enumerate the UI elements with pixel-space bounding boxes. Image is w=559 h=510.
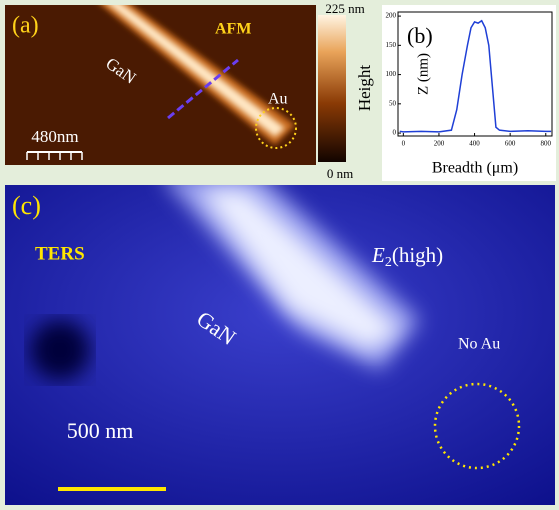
x-tick-label: 600 (505, 140, 516, 148)
marker-label: Au (268, 91, 288, 108)
peak-subscript: 2 (385, 255, 392, 270)
panel-label: (a) (12, 13, 39, 39)
x-axis-label: Breadth (μm) (432, 160, 518, 177)
y-tick-label: 200 (386, 12, 397, 20)
colorbar-title: Height (355, 65, 374, 112)
panel-label: (b) (407, 23, 433, 48)
scale-label: 480nm (31, 127, 78, 146)
mode-label: AFM (215, 21, 251, 38)
peak-label: E2(high) (371, 243, 443, 270)
y-tick-label: 50 (389, 99, 397, 107)
y-tick-label: 100 (386, 70, 397, 78)
colorbar-min: 0 nm (327, 166, 353, 181)
x-tick-label: 0 (402, 140, 406, 148)
peak-symbol: E (371, 243, 385, 267)
scale-label: 500 nm (67, 418, 134, 443)
figure: (a) AFM GaN Au 480nm 225 nm 0 nm Height … (0, 0, 559, 510)
x-tick-label: 200 (434, 140, 445, 148)
panel-label: (c) (12, 191, 41, 220)
marker-label: No Au (458, 336, 500, 353)
y-axis-label: Z (nm) (415, 53, 431, 95)
x-tick-label: 800 (541, 140, 552, 148)
colorbar (318, 15, 346, 162)
y-tick-label: 150 (386, 41, 397, 49)
colorbar-max: 225 nm (325, 1, 364, 16)
x-tick-label: 400 (469, 140, 480, 148)
mode-label: TERS (35, 243, 85, 264)
peak-suffix: (high) (392, 243, 443, 267)
y-tick-label: 0 (393, 129, 397, 137)
